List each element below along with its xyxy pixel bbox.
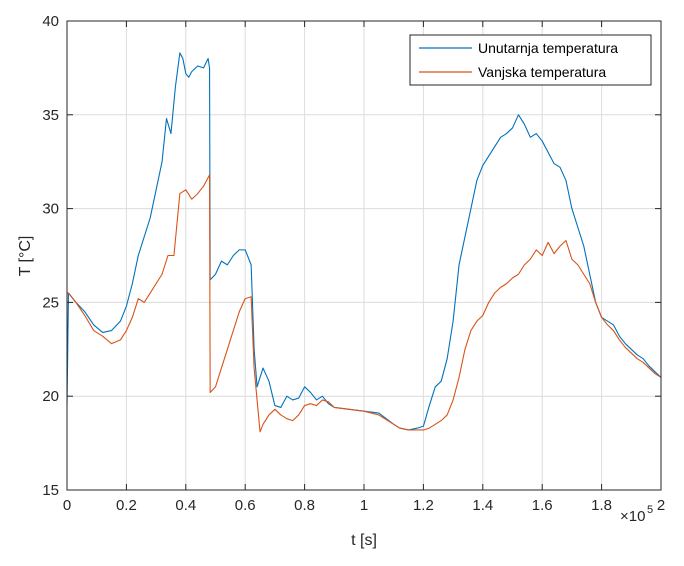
y-tick-label: 20 (42, 388, 59, 405)
x-tick-label: 0.6 (235, 497, 256, 514)
x-tick-label: 1.6 (532, 497, 553, 514)
x-tick-label: 0.4 (175, 497, 196, 514)
x-axis-exponent: ×10 5 (620, 504, 653, 525)
legend: Unutarnja temperatura Vanjska temperatur… (409, 34, 652, 86)
series-line-1 (66, 52, 662, 431)
x-tick-label: 1.4 (472, 497, 493, 514)
grid-lines (67, 21, 661, 490)
y-tick-label: 35 (42, 107, 59, 124)
y-tick-label: 30 (42, 201, 59, 218)
x-tick-label: 1.8 (591, 497, 612, 514)
series-line-2 (67, 174, 662, 433)
y-tick-label: 15 (42, 482, 59, 499)
legend-label-series-2: Vanjska temperatura (478, 64, 606, 80)
x-axis-ticks: 0 0.2 0.4 0.6 0.8 1 1.2 1.4 1.6 1.8 2 (63, 21, 665, 514)
x-tick-label: 0.8 (294, 497, 315, 514)
x-tick-label: 0 (63, 497, 71, 514)
series-layer (66, 52, 662, 433)
x-tick-label: 1 (360, 497, 368, 514)
y-axis-ticks: 15 20 25 30 35 40 (42, 13, 661, 499)
legend-label-series-1: Unutarnja temperatura (478, 40, 618, 56)
x-tick-label: 2 (657, 497, 665, 514)
x-exponent-power: 5 (647, 504, 653, 516)
x-axis-title: t [s] (351, 532, 377, 549)
y-tick-label: 25 (42, 294, 59, 311)
legend-box (409, 34, 652, 86)
x-tick-label: 1.2 (413, 497, 434, 514)
x-exponent-base: ×10 (620, 508, 645, 525)
y-axis-title: T [°C] (17, 236, 34, 277)
y-tick-label: 40 (42, 13, 59, 30)
x-tick-label: 0.2 (116, 497, 137, 514)
